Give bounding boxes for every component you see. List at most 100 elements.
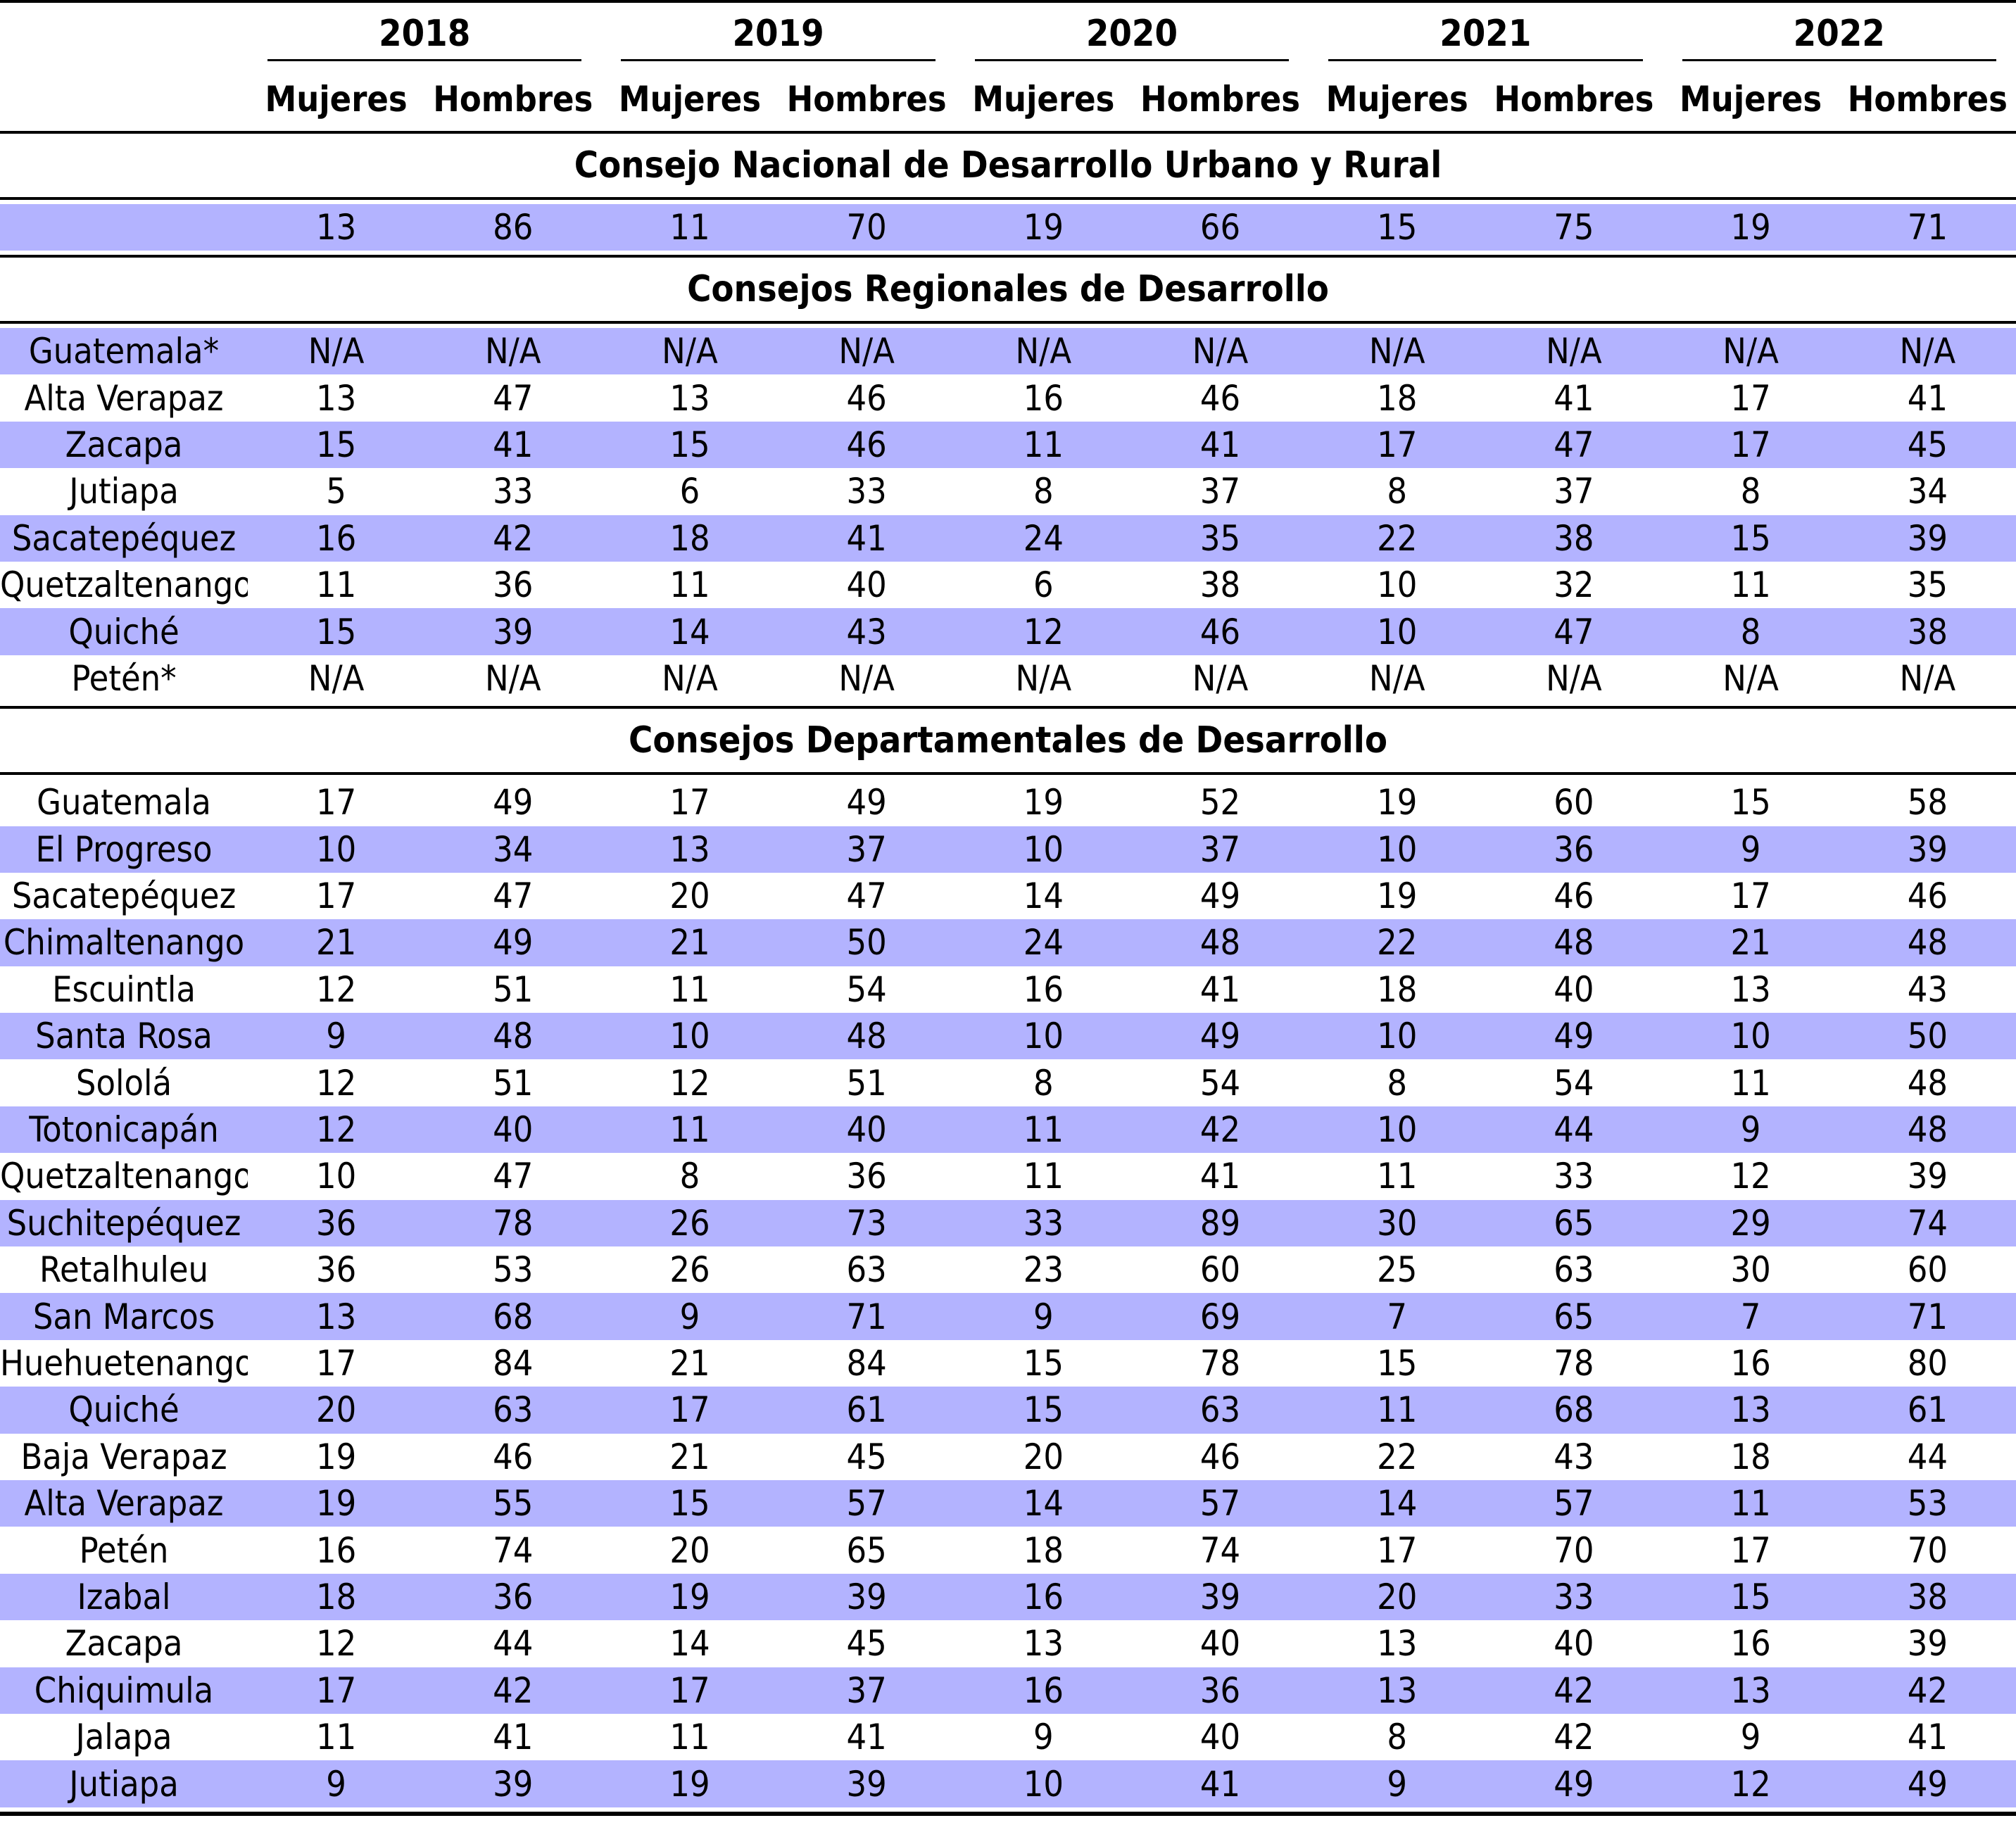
mujeres-value-cell: 13 xyxy=(1730,968,1771,1010)
mujeres-value-cell: 6 xyxy=(1033,564,1054,606)
hombres-value-cell: 84 xyxy=(846,1343,887,1384)
row-label: Guatemala xyxy=(37,782,211,823)
hombres-value-cell: 68 xyxy=(1485,1387,1663,1434)
row-label: Quiché xyxy=(0,1387,248,1434)
mujeres-value-cell: 16 xyxy=(1023,968,1064,1010)
hombres-value-cell: 46 xyxy=(493,1436,534,1477)
section-title: Consejos Regionales de Desarrollo xyxy=(0,255,2016,324)
mujeres-value-cell: 20 xyxy=(669,876,710,917)
mujeres-value-cell: 18 xyxy=(1377,968,1418,1010)
hombres-value-cell: N/A xyxy=(1899,657,1956,699)
mujeres-value-cell: 9 xyxy=(1740,1717,1761,1758)
row-label: Sacatepéquez xyxy=(0,515,248,562)
table-row: Chiquimula 17 42 17 37 16 36 13 42 13 42 xyxy=(0,1667,2016,1714)
hombres-value-cell: 47 xyxy=(846,876,887,917)
hombres-value-cell: 65 xyxy=(1485,1199,1663,1247)
mujeres-value-cell: 26 xyxy=(601,1199,779,1247)
mujeres-value-cell: 17 xyxy=(1662,421,1839,469)
table-row: Sacatepéquez 16 42 18 41 24 35 22 38 15 39 xyxy=(0,515,2016,562)
hombres-value-cell: 45 xyxy=(1839,421,2016,469)
row-label: San Marcos xyxy=(0,1293,248,1340)
hombres-value-cell: 35 xyxy=(1131,515,1309,562)
section-header-row: Consejos Regionales de Desarrollo xyxy=(0,255,2016,324)
hombres-value-cell: 41 xyxy=(1131,1760,1309,1807)
hombres-value-cell: N/A xyxy=(778,328,955,375)
mujeres-value-cell: 5 xyxy=(326,471,346,512)
hombres-value-cell: 71 xyxy=(778,1293,955,1340)
hombres-value-cell: 57 xyxy=(1485,1479,1663,1527)
hombres-value-cell: 41 xyxy=(1907,1717,1948,1758)
hombres-value-cell: 45 xyxy=(846,1436,887,1477)
mujeres-value-cell: 14 xyxy=(669,1623,710,1665)
mujeres-value-cell: 14 xyxy=(955,1479,1132,1527)
mujeres-value-cell: 25 xyxy=(1377,1249,1418,1291)
row-label: El Progreso xyxy=(0,826,248,873)
mujeres-value-cell: 10 xyxy=(1377,564,1418,606)
mujeres-value-cell: 24 xyxy=(955,919,1132,966)
mujeres-value-cell: 18 xyxy=(1377,377,1418,419)
mujeres-value-cell: N/A xyxy=(1662,328,1839,375)
year-label: 2018 xyxy=(267,13,582,61)
table-row: Guatemala* N/A N/A N/A N/A N/A N/A N/A N/A N/A N/A xyxy=(0,328,2016,375)
hombres-value-cell: 41 xyxy=(1554,377,1594,419)
mujeres-value-cell: 16 xyxy=(315,1529,357,1571)
mujeres-value-cell: 16 xyxy=(1730,1623,1771,1665)
hombres-value-cell: 42 xyxy=(1554,1717,1594,1758)
mujeres-value-cell: 22 xyxy=(1309,515,1486,562)
mujeres-value-cell: 20 xyxy=(1309,1573,1486,1621)
row-label: Suchitepéquez xyxy=(0,1199,248,1247)
mujeres-value-cell: 21 xyxy=(1662,919,1839,966)
hombres-value-cell: 37 xyxy=(1131,826,1309,873)
mujeres-value-cell: 13 xyxy=(1023,1623,1064,1665)
mujeres-value-cell: 10 xyxy=(315,1156,357,1197)
mujeres-value-cell: 8 xyxy=(679,1156,700,1197)
hombres-value-cell: 41 xyxy=(1199,968,1241,1010)
mujeres-value-cell: 19 xyxy=(1377,782,1418,823)
hombres-value-cell: 40 xyxy=(846,564,887,606)
mujeres-value-cell: 26 xyxy=(669,1249,710,1291)
hombres-value-cell: 63 xyxy=(1554,1249,1594,1291)
mujeres-value-cell: 13 xyxy=(1377,1623,1418,1665)
hombres-value-cell: 71 xyxy=(1839,204,2016,251)
hombres-value-cell: 73 xyxy=(778,1199,955,1247)
hombres-value-cell: 40 xyxy=(1554,968,1594,1010)
mujeres-value-cell: 10 xyxy=(1309,1106,1486,1154)
hombres-value-cell: 40 xyxy=(424,1106,602,1154)
table-row: Sololá 12 51 12 51 8 54 8 54 11 48 xyxy=(0,1059,2016,1106)
year-header: 2020 xyxy=(955,6,1309,68)
mujeres-value-cell: 10 xyxy=(1309,826,1486,873)
mujeres-value-cell: 11 xyxy=(1309,1387,1486,1434)
hombres-value-cell: 44 xyxy=(1485,1106,1663,1154)
mujeres-header: Mujeres xyxy=(248,68,425,134)
row-label: Sololá xyxy=(75,1062,172,1104)
mujeres-value-cell: 17 xyxy=(601,1387,779,1434)
mujeres-value-cell: 10 xyxy=(955,1760,1132,1807)
hombres-value-cell: 48 xyxy=(1839,1106,2016,1154)
mujeres-value-cell: 18 xyxy=(248,1573,425,1621)
mujeres-value-cell: 15 xyxy=(1023,1343,1064,1384)
mujeres-value-cell: 18 xyxy=(601,515,779,562)
mujeres-value-cell: 19 xyxy=(315,1436,357,1477)
mujeres-header: Mujeres xyxy=(1309,68,1486,134)
hombres-value-cell: 38 xyxy=(1839,1573,2016,1621)
mujeres-value-cell: 14 xyxy=(601,608,779,655)
hombres-value-cell: 51 xyxy=(846,1062,887,1104)
hombres-value-cell: 48 xyxy=(778,1013,955,1060)
year-header: 2018 xyxy=(248,6,601,68)
row-spacer xyxy=(0,322,2016,328)
sex-header-row: Mujeres Hombres Mujeres Hombres Mujeres … xyxy=(0,68,2016,134)
mujeres-value-cell: 13 xyxy=(248,1293,425,1340)
hombres-value-cell: 48 xyxy=(1907,1062,1948,1104)
mujeres-value-cell: 16 xyxy=(955,1667,1132,1714)
hombres-value-cell: 41 xyxy=(1199,1156,1241,1197)
mujeres-value-cell: 18 xyxy=(1730,1436,1771,1477)
hombres-value-cell: 41 xyxy=(1131,421,1309,469)
mujeres-value-cell: 8 xyxy=(1387,471,1408,512)
mujeres-value-cell: 7 xyxy=(1309,1293,1486,1340)
hombres-value-cell: 51 xyxy=(493,1062,534,1104)
hombres-value-cell: 37 xyxy=(778,826,955,873)
hombres-value-cell: 41 xyxy=(1907,377,1948,419)
hombres-value-cell: 33 xyxy=(1554,1156,1594,1197)
hombres-value-cell: 71 xyxy=(1839,1293,2016,1340)
hombres-value-cell: 70 xyxy=(778,204,955,251)
